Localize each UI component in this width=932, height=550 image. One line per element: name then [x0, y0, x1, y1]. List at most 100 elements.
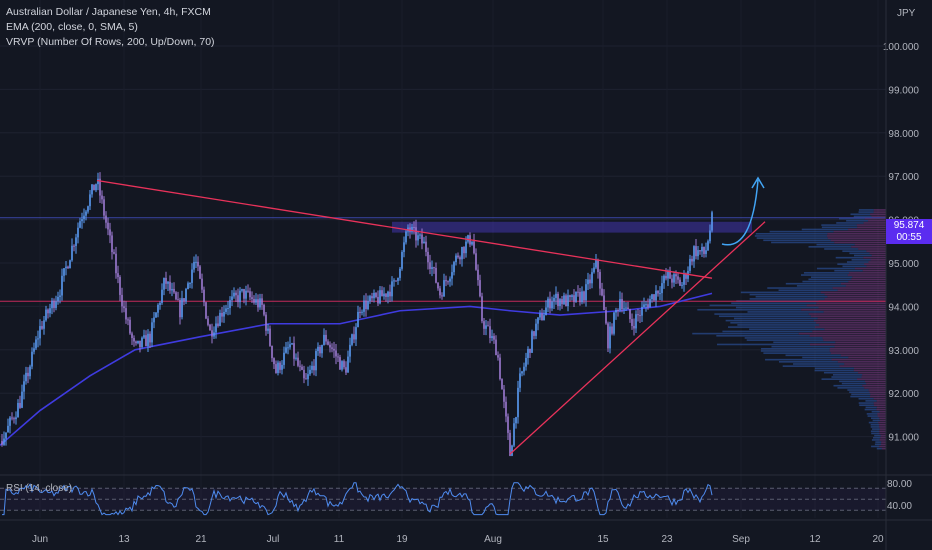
candle-body: [181, 298, 183, 318]
candle-body: [77, 227, 79, 238]
volume-bar-down: [852, 276, 886, 278]
candle-body: [553, 297, 555, 302]
candle-body: [135, 341, 137, 344]
volume-bar-down: [840, 354, 886, 357]
candle-body: [591, 272, 593, 284]
candle-body: [653, 294, 655, 301]
volume-bar-down: [848, 228, 886, 231]
volume-bar-up: [692, 332, 799, 335]
candle-body: [475, 253, 477, 270]
candle-body: [605, 310, 607, 324]
volume-bar-up: [870, 430, 880, 433]
price-tick-label: 91.000: [888, 433, 919, 444]
candle-body: [61, 275, 63, 296]
candle-body: [425, 241, 427, 252]
candle-body: [363, 300, 365, 312]
candle-body: [265, 314, 267, 331]
candle-body: [427, 251, 429, 263]
vrvp-indicator-label[interactable]: VRVP (Number Of Rows, 200, Up/Down, 70): [6, 36, 215, 48]
volume-bar-down: [856, 378, 886, 380]
candle-body: [273, 358, 275, 365]
candle-body: [25, 372, 27, 382]
candle-body: [221, 312, 223, 317]
trendline-drawings[interactable]: [96, 176, 766, 455]
volume-bar-up: [771, 345, 835, 348]
time-tick-label: Jul: [267, 534, 280, 545]
volume-bar-up: [765, 358, 832, 361]
symbol-title[interactable]: Australian Dollar / Japanese Yen, 4h, FX…: [6, 6, 211, 18]
ema-indicator-label[interactable]: EMA (200, close, 0, SMA, 5): [6, 21, 138, 33]
volume-bar-down: [806, 304, 886, 307]
candle-body: [33, 348, 35, 352]
volume-bar-up: [746, 339, 824, 341]
candle-body: [299, 365, 301, 367]
candle-body: [463, 246, 465, 254]
candle-body: [129, 319, 131, 334]
candle-body: [101, 195, 103, 200]
volume-bar-down: [809, 343, 886, 346]
candle-body: [195, 261, 197, 263]
candle-body: [137, 340, 139, 344]
volume-bar-down: [844, 363, 886, 365]
candle-body: [399, 268, 401, 278]
candle-body: [111, 235, 113, 253]
volume-bar-down: [848, 356, 886, 359]
volume-bar-down: [833, 230, 886, 233]
candle-body: [125, 308, 127, 320]
candle-body: [439, 288, 441, 296]
candle-body: [675, 274, 677, 277]
candle-body: [341, 361, 343, 370]
price-tick-label: 99.000: [888, 85, 919, 96]
rsi-legend[interactable]: RSI (14, close): [6, 483, 73, 494]
candle-body: [451, 272, 453, 279]
candle-body: [707, 241, 709, 251]
candle-body: [423, 241, 425, 244]
candle-body: [613, 312, 615, 334]
candle-body: [517, 387, 519, 418]
resistance-zone: [392, 221, 752, 233]
candle-body: [383, 293, 385, 297]
volume-bar-up: [730, 321, 816, 324]
price-tick-label: 94.000: [888, 302, 919, 313]
candle-body: [147, 333, 149, 347]
candle-body: [453, 262, 455, 273]
candle-body: [667, 270, 669, 279]
volume-bar-up: [858, 211, 874, 213]
candle-body: [173, 288, 175, 293]
volume-bar-down: [880, 436, 886, 439]
candle-body: [637, 314, 639, 316]
time-tick-label: 19: [396, 534, 408, 545]
candle-body: [67, 266, 69, 269]
volume-bar-down: [862, 269, 886, 272]
candle-body: [49, 308, 51, 314]
candle-body: [683, 274, 685, 285]
volume-bar-down: [847, 274, 886, 276]
candle-body: [393, 280, 395, 282]
volume-bar-up: [835, 256, 864, 259]
candle-body: [671, 278, 673, 283]
volume-bar-up: [714, 313, 809, 315]
candle-body: [557, 293, 559, 306]
volume-bar-up: [814, 367, 854, 370]
candle-body: [215, 323, 217, 333]
candle-body: [355, 327, 357, 340]
candle-body: [373, 292, 375, 299]
candle-body: [465, 241, 467, 254]
candle-body: [659, 293, 661, 295]
candle-body: [483, 321, 485, 329]
candle-body: [163, 277, 165, 290]
candle-body: [295, 357, 297, 359]
candle-body: [503, 389, 505, 402]
candle-body: [323, 334, 325, 345]
volume-bar-down: [873, 209, 886, 211]
candle-body: [609, 326, 611, 349]
volume-bar-up: [849, 252, 870, 255]
candle-body: [673, 274, 675, 283]
candle-body: [349, 344, 351, 357]
volume-bar-down: [864, 387, 886, 389]
candle-body: [539, 313, 541, 318]
candle-body: [597, 259, 599, 273]
candle-body: [499, 357, 501, 380]
